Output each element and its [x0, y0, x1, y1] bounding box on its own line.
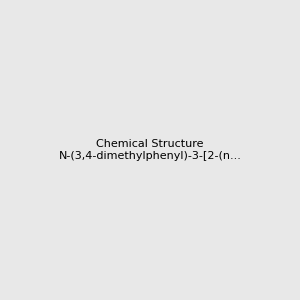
Text: Chemical Structure
N-(3,4-dimethylphenyl)-3-[2-(n...: Chemical Structure N-(3,4-dimethylphenyl…	[58, 139, 242, 161]
